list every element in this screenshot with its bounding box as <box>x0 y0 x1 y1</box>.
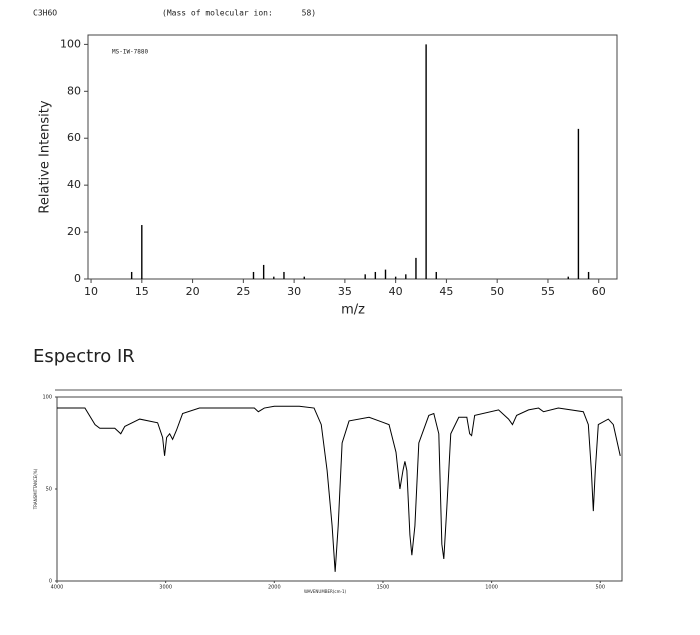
y-tick-label: 60 <box>67 131 81 144</box>
x-tick-label: 30 <box>287 285 301 298</box>
x-tick-label: 3000 <box>159 585 172 591</box>
ir-title: Espectro IR <box>33 346 135 367</box>
x-tick-label: 50 <box>490 285 504 298</box>
y-tick-label: 0 <box>49 579 52 585</box>
x-axis-label: m/z <box>341 303 365 318</box>
x-tick-label: 40 <box>389 285 403 298</box>
formula: C3H6O <box>33 9 57 18</box>
x-tick-label: 500 <box>595 585 605 591</box>
x-tick-label: 45 <box>439 285 453 298</box>
transmittance-curve <box>57 405 621 572</box>
x-tick-label: 15 <box>135 285 149 298</box>
x-tick-label: 20 <box>186 285 200 298</box>
y-tick-label: 100 <box>60 37 81 50</box>
y-tick-label: 20 <box>67 225 81 238</box>
x-tick-label: 1000 <box>485 585 498 591</box>
x-tick-label: 25 <box>236 285 250 298</box>
x-axis-label: WAVENUMBER(cm-1) <box>304 589 347 594</box>
spectrum-id: MS-IW-7880 <box>112 49 149 56</box>
x-tick-label: 2000 <box>268 585 281 591</box>
y-axis-label: TRANSMITTANCE(%) <box>33 468 38 510</box>
x-tick-label: 55 <box>541 285 555 298</box>
x-tick-label: 60 <box>592 285 606 298</box>
y-axis-label: Relative Intensity <box>38 100 53 213</box>
y-tick-label: 0 <box>74 272 81 285</box>
y-tick-label: 50 <box>46 487 52 493</box>
y-tick-label: 40 <box>67 178 81 191</box>
y-tick-label: 80 <box>67 84 81 97</box>
x-tick-label: 35 <box>338 285 352 298</box>
x-tick-label: 1500 <box>377 585 390 591</box>
x-tick-label: 10 <box>84 285 98 298</box>
y-tick-label: 100 <box>42 395 52 401</box>
plot-frame <box>87 34 618 280</box>
molecular-ion: (Mass of molecular ion: 58) <box>162 9 316 18</box>
x-tick-label: 4000 <box>51 585 64 591</box>
